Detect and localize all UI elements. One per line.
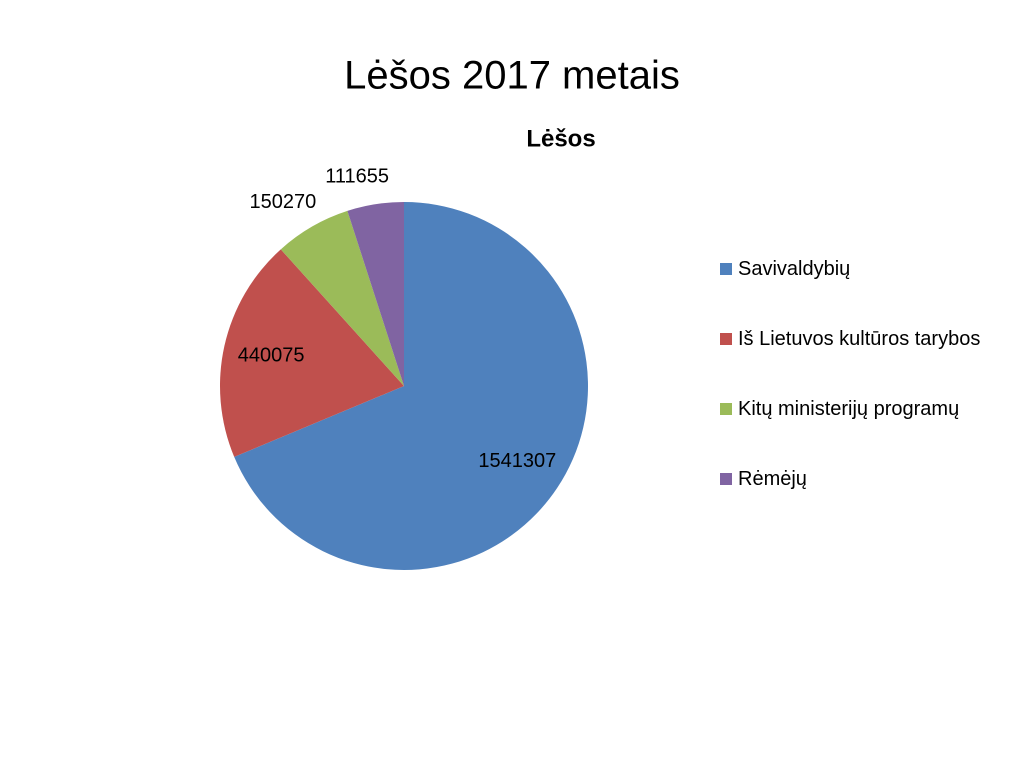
pie-slice [220, 249, 404, 457]
legend-item: Savivaldybių [720, 254, 1003, 284]
pie-slice [347, 202, 404, 386]
slide-title: Lėšos 2017 metais [344, 54, 680, 98]
pie-slice [234, 202, 589, 571]
legend-label: Iš Lietuvos kultūros tarybos [738, 328, 981, 350]
legend-swatch [720, 403, 732, 415]
legend-label: Rėmėjų [738, 468, 807, 490]
legend-label: Kitų ministerijų programų [738, 398, 960, 420]
legend-swatch [720, 333, 732, 345]
pie-slice [280, 210, 404, 386]
chart-title: Lėšos [526, 125, 595, 152]
data-label: 440075 [238, 344, 305, 366]
legend-swatch [720, 473, 732, 485]
data-label: 1541307 [478, 450, 556, 472]
legend-item: Iš Lietuvos kultūros tarybos [720, 324, 1003, 354]
legend-item: Rėmėjų [720, 464, 1003, 494]
data-label: 150270 [250, 191, 317, 213]
legend-swatch [720, 263, 732, 275]
legend-label: Savivaldybių [738, 258, 851, 280]
legend-item: Kitų ministerijų programų [720, 394, 1003, 424]
data-label: 111655 [325, 165, 389, 187]
